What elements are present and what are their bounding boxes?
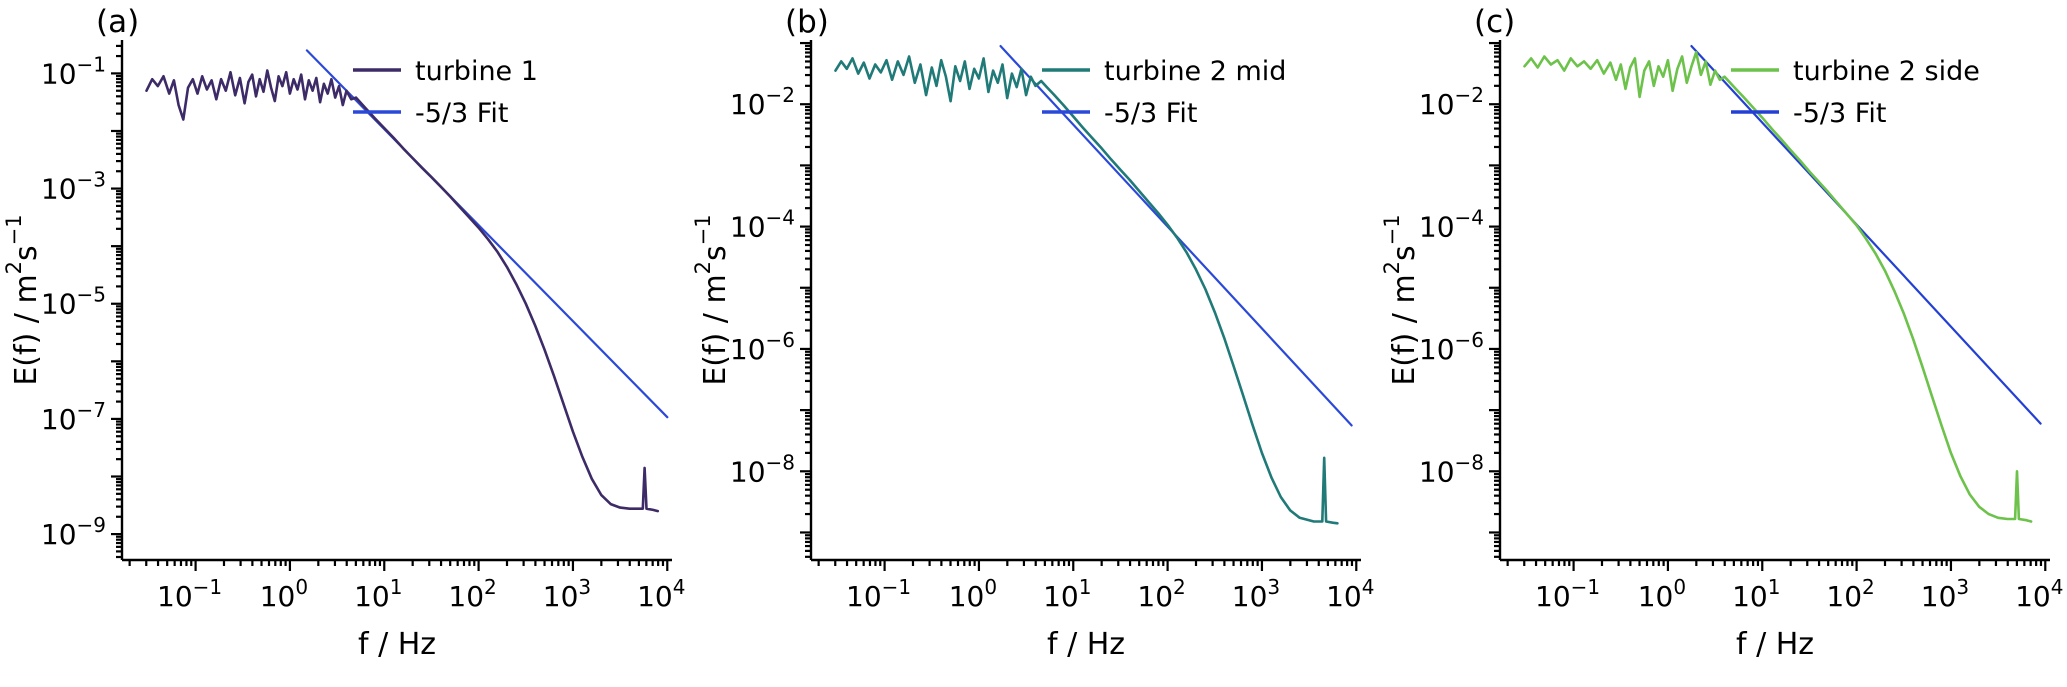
- svg-text:104: 104: [2015, 575, 2063, 613]
- svg-text:101: 101: [1732, 575, 1780, 613]
- svg-text:100: 100: [1638, 575, 1686, 613]
- svg-text:E(f) / m2s−1: E(f) / m2s−1: [1380, 214, 1422, 385]
- svg-text:10−4: 10−4: [730, 206, 795, 244]
- svg-text:10−1: 10−1: [1535, 575, 1600, 613]
- svg-text:10−8: 10−8: [730, 450, 795, 488]
- svg-text:-5/3 Fit: -5/3 Fit: [1104, 98, 1197, 129]
- svg-text:101: 101: [354, 575, 402, 613]
- svg-text:(a): (a): [96, 4, 139, 40]
- svg-text:103: 103: [1232, 575, 1280, 613]
- svg-text:103: 103: [543, 575, 591, 613]
- svg-text:10−1: 10−1: [846, 575, 911, 613]
- svg-text:104: 104: [637, 575, 685, 613]
- svg-text:turbine 1: turbine 1: [415, 56, 538, 87]
- svg-text:f / Hz: f / Hz: [1736, 627, 1814, 662]
- svg-text:turbine 2 side: turbine 2 side: [1793, 56, 1980, 87]
- svg-text:(b): (b): [785, 4, 829, 40]
- svg-text:100: 100: [260, 575, 308, 613]
- svg-text:10−1: 10−1: [41, 52, 106, 90]
- svg-text:turbine 2 mid: turbine 2 mid: [1104, 56, 1286, 87]
- svg-text:103: 103: [1921, 575, 1969, 613]
- svg-text:10−2: 10−2: [1419, 83, 1484, 121]
- svg-text:(c): (c): [1474, 4, 1515, 40]
- svg-text:100: 100: [949, 575, 997, 613]
- svg-text:102: 102: [1826, 575, 1874, 613]
- panel-c: 10−1 100 101 102 103 104 10−2 10−4 10−6 10−8 f / H…: [1378, 0, 2067, 687]
- svg-text:101: 101: [1043, 575, 1091, 613]
- svg-text:102: 102: [448, 575, 496, 613]
- svg-text:104: 104: [1326, 575, 1374, 613]
- svg-text:10−6: 10−6: [730, 328, 795, 366]
- svg-text:E(f) / m2s−1: E(f) / m2s−1: [2, 214, 44, 385]
- svg-text:-5/3 Fit: -5/3 Fit: [1793, 98, 1886, 129]
- svg-text:10−2: 10−2: [730, 83, 795, 121]
- spectrum-chart-a: 10−1 100 101 102 103 104 10−1 10−3 10−5 10−7 10−9 f…: [2, 4, 685, 662]
- svg-text:10−3: 10−3: [41, 168, 106, 206]
- svg-text:10−4: 10−4: [1419, 206, 1484, 244]
- svg-text:10−5: 10−5: [41, 283, 106, 321]
- svg-text:10−7: 10−7: [41, 398, 106, 436]
- panel-a: 10−1 100 101 102 103 104 10−1 10−3 10−5 10−7 10−9 f…: [0, 0, 689, 687]
- svg-text:102: 102: [1137, 575, 1185, 613]
- panel-b: 10−1 100 101 102 103 104 10−2 10−4 10−6 10−8 f / H…: [689, 0, 1378, 687]
- svg-text:10−9: 10−9: [41, 513, 106, 551]
- svg-text:E(f) / m2s−1: E(f) / m2s−1: [691, 214, 733, 385]
- svg-text:f / Hz: f / Hz: [1047, 627, 1125, 662]
- svg-text:f / Hz: f / Hz: [358, 627, 436, 662]
- spectrum-chart-b: 10−1 100 101 102 103 104 10−2 10−4 10−6 10−8 f / H…: [691, 4, 1374, 662]
- svg-text:-5/3 Fit: -5/3 Fit: [415, 98, 508, 129]
- svg-text:10−8: 10−8: [1419, 450, 1484, 488]
- spectrum-chart-c: 10−1 100 101 102 103 104 10−2 10−4 10−6 10−8 f / H…: [1380, 4, 2063, 662]
- svg-text:10−6: 10−6: [1419, 328, 1484, 366]
- svg-text:10−1: 10−1: [157, 575, 222, 613]
